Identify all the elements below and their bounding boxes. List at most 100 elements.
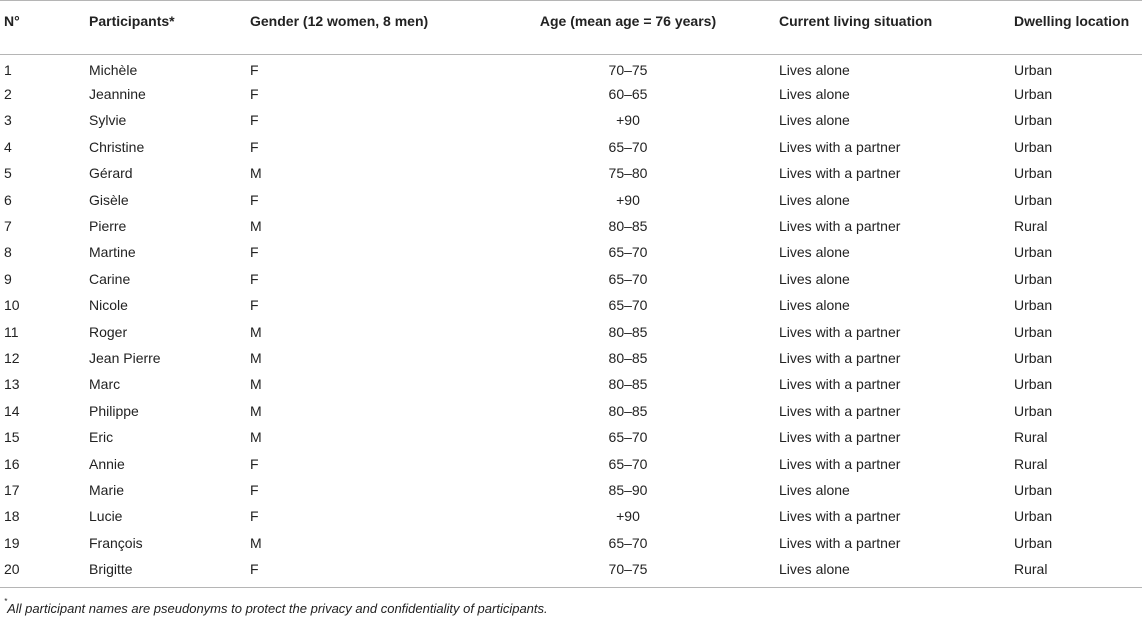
table-row: 17 Marie F 85–90 Lives alone Urban [0, 477, 1142, 503]
table-row: 9 Carine F 65–70 Lives alone Urban [0, 266, 1142, 292]
cell-participant: Marc [89, 376, 121, 393]
cell-living-situation: Lives alone [779, 61, 850, 78]
cell-participant: Brigitte [85, 555, 246, 589]
cell-living-situation: Lives with a partner [779, 429, 901, 446]
cell-participant: Nicole [89, 297, 128, 314]
cell-number: 2 [4, 86, 12, 103]
cell-gender: M [250, 534, 262, 551]
cell-age: +90 [616, 508, 640, 525]
cell-participant: Annie [89, 455, 125, 472]
footnote-text: All participant names are pseudonyms to … [7, 601, 548, 616]
cell-age: 80–85 [608, 376, 648, 393]
cell-dwelling-location: Urban [1014, 244, 1053, 261]
cell-number: 13 [4, 376, 20, 393]
cell-age: 65–70 [608, 270, 648, 287]
cell-gender: M [250, 376, 262, 393]
cell-dwelling-location: Urban [1014, 297, 1053, 314]
cell-living-situation: Lives with a partner [779, 376, 901, 393]
table-row: 20 Brigitte F 70–75 Lives alone Rural [0, 555, 1142, 589]
table-row: 18 Lucie F +90 Lives with a partner Urban [0, 503, 1142, 529]
cell-number: 18 [4, 508, 20, 525]
table-row: 14 Philippe M 80–85 Lives with a partner Urba… [0, 398, 1142, 424]
cell-age: 75–80 [608, 165, 648, 182]
cell-living-situation: Lives with a partner [779, 218, 901, 235]
cell-gender: M [250, 349, 262, 366]
cell-number: 11 [4, 323, 19, 340]
cell-gender: M [250, 429, 262, 446]
cell-gender: F [250, 61, 259, 78]
cell-age: 80–85 [608, 218, 648, 235]
cell-living-situation: Lives alone [779, 481, 850, 498]
cell-number: 6 [4, 191, 12, 208]
participants-table-container: N° Participants* Gender (12 women, 8 men… [0, 0, 1142, 589]
cell-number: 3 [4, 112, 12, 129]
cell-dwelling-location: Urban [1014, 481, 1053, 498]
cell-age: +90 [616, 112, 640, 129]
cell-participant: Christine [89, 138, 145, 155]
cell-gender: F [250, 481, 259, 498]
cell-number: 12 [4, 349, 20, 366]
cell-gender: F [250, 270, 259, 287]
cell-number: 14 [4, 402, 20, 419]
cell-number: 1 [4, 61, 12, 78]
cell-dwelling-location: Rural [1014, 218, 1048, 235]
header-number: N° [0, 0, 85, 55]
cell-gender: F [250, 297, 259, 314]
table-row: 12 Jean Pierre M 80–85 Lives with a partner U… [0, 345, 1142, 371]
cell-dwelling-location: Urban [1014, 376, 1053, 393]
header-gender: Gender (12 women, 8 men) [246, 0, 477, 55]
cell-age: 80–85 [608, 349, 648, 366]
footnote-marker: * [4, 597, 8, 606]
cell-number: 9 [4, 270, 12, 287]
cell-dwelling-location: Rural [1014, 429, 1048, 446]
cell-participant: Jean Pierre [89, 349, 161, 366]
cell-living-situation: Lives with a partner [779, 455, 901, 472]
cell-dwelling-location: Urban [1014, 61, 1053, 78]
cell-number: 7 [4, 218, 12, 235]
table-header: N° Participants* Gender (12 women, 8 men… [0, 0, 1142, 55]
cell-gender: F [250, 86, 259, 103]
table-row: 15 Eric M 65–70 Lives with a partner Rural [0, 424, 1142, 450]
cell-participant: Carine [89, 270, 131, 287]
cell-age: 65–70 [608, 429, 648, 446]
cell-gender: F [246, 555, 477, 589]
table-body: 1 Michèle F 70–75 Lives alone Urban 2 Jeannine F… [0, 55, 1142, 589]
cell-living-situation: Lives alone [779, 297, 850, 314]
cell-gender: F [250, 138, 259, 155]
cell-dwelling-location: Urban [1014, 138, 1053, 155]
cell-age: 85–90 [608, 481, 648, 498]
cell-gender: M [250, 218, 262, 235]
cell-number: 5 [4, 165, 12, 182]
cell-living-situation: Lives with a partner [779, 349, 901, 366]
cell-living-situation: Lives with a partner [779, 165, 901, 182]
participants-table: N° Participants* Gender (12 women, 8 men… [0, 0, 1142, 589]
cell-participant: Jeannine [89, 86, 146, 103]
header-dwelling-location: Dwelling location [1010, 0, 1142, 55]
table-row: 7 Pierre M 80–85 Lives with a partner Rural [0, 213, 1142, 239]
table-row: 1 Michèle F 70–75 Lives alone Urban [0, 55, 1142, 81]
cell-participant: Gisèle [89, 191, 129, 208]
cell-participant: François [89, 534, 143, 551]
cell-age: 80–85 [608, 323, 648, 340]
cell-living-situation: Lives with a partner [779, 402, 901, 419]
cell-number: 15 [4, 429, 20, 446]
cell-participant: Eric [89, 429, 114, 446]
cell-dwelling-location: Urban [1014, 402, 1053, 419]
table-row: 6 Gisèle F +90 Lives alone Urban [0, 186, 1142, 212]
cell-participant: Gérard [89, 165, 133, 182]
cell-age: 70–75 [608, 61, 648, 78]
cell-number: 19 [4, 534, 20, 551]
cell-number: 20 [0, 555, 85, 589]
table-row: 19 François M 65–70 Lives with a partner Urba… [0, 530, 1142, 556]
cell-dwelling-location: Urban [1014, 165, 1053, 182]
cell-age: 70–75 [477, 555, 775, 589]
cell-dwelling-location: Urban [1014, 112, 1053, 129]
table-row: 4 Christine F 65–70 Lives with a partner Urba… [0, 134, 1142, 160]
cell-age: 65–70 [608, 138, 648, 155]
table-row: 16 Annie F 65–70 Lives with a partner Rural [0, 450, 1142, 476]
cell-living-situation: Lives alone [775, 555, 1010, 589]
cell-gender: F [250, 508, 259, 525]
table-row: 3 Sylvie F +90 Lives alone Urban [0, 107, 1142, 133]
cell-dwelling-location: Urban [1014, 508, 1053, 525]
header-participants: Participants* [85, 0, 246, 55]
